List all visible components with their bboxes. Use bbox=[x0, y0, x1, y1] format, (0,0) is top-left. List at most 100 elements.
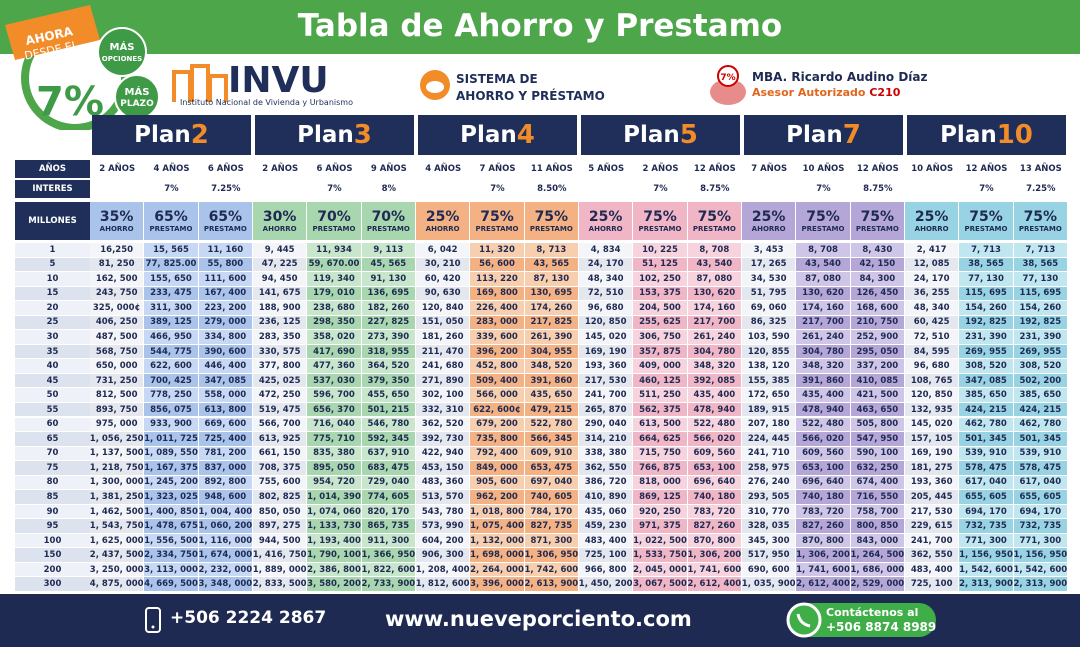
amount: 690, 600 bbox=[742, 562, 797, 578]
amount: 539, 910 bbox=[1013, 446, 1068, 462]
percent-cell: 75% PRESTAMO bbox=[959, 202, 1014, 240]
title-banner bbox=[0, 0, 1080, 54]
amount: 362, 520 bbox=[416, 417, 471, 433]
amount: 1, 543, 750 bbox=[90, 519, 145, 534]
plan-number: 5 bbox=[679, 120, 698, 150]
millions-value: 45 bbox=[15, 373, 90, 389]
whatsapp-number: +506 8874 8989 bbox=[826, 620, 937, 634]
plan-label: Plan bbox=[940, 122, 997, 148]
title: Tabla de Ahorro y Prestamo bbox=[297, 8, 783, 44]
amount: 334, 800 bbox=[198, 330, 253, 345]
years: 4 AÑOS bbox=[416, 160, 471, 178]
percent-cell: 25% AHORRO bbox=[905, 202, 960, 240]
amount: 269, 955 bbox=[1013, 344, 1068, 360]
amount: 740, 180 bbox=[687, 490, 742, 505]
amount: 155, 650 bbox=[144, 272, 199, 287]
amount: 36, 255 bbox=[905, 286, 960, 302]
amount: 966, 800 bbox=[579, 562, 634, 578]
percent: 75% bbox=[697, 208, 732, 225]
kind: AHORRO bbox=[914, 224, 949, 233]
years: 5 AÑOS bbox=[579, 160, 634, 178]
amount: 578, 475 bbox=[1013, 461, 1068, 476]
amount: 664, 625 bbox=[633, 432, 688, 447]
amount: 9, 445 bbox=[253, 243, 308, 258]
amount: 3, 453 bbox=[742, 243, 797, 258]
amount: 77, 825.00 bbox=[144, 257, 199, 273]
amount: 1, 400, 850 bbox=[144, 504, 199, 520]
piggy-icon bbox=[420, 70, 450, 100]
amount: 236, 125 bbox=[253, 315, 308, 331]
amount: 775, 710 bbox=[307, 432, 362, 447]
amount: 345, 300 bbox=[742, 533, 797, 549]
amount: 897, 275 bbox=[253, 519, 308, 534]
percent: 75% bbox=[1023, 208, 1058, 225]
amount: 543, 780 bbox=[416, 504, 471, 520]
amount: 566, 700 bbox=[253, 417, 308, 433]
amount: 1, 011, 725 bbox=[144, 432, 199, 447]
amount: 30, 210 bbox=[416, 257, 471, 273]
amount: 462, 780 bbox=[959, 417, 1014, 433]
amount: 192, 825 bbox=[959, 315, 1014, 331]
percent: 35% bbox=[99, 208, 134, 225]
amount: 421, 500 bbox=[850, 388, 905, 403]
amount: 755, 600 bbox=[253, 475, 308, 491]
amount: 60, 425 bbox=[905, 315, 960, 331]
amount: 3, 396, 000 bbox=[470, 577, 525, 592]
amount: 155, 385 bbox=[742, 373, 797, 389]
footer-phone: +506 2224 2867 bbox=[170, 608, 327, 628]
amount: 632, 250 bbox=[850, 461, 905, 476]
amount: 905, 600 bbox=[470, 475, 525, 491]
amount: 51, 795 bbox=[742, 286, 797, 302]
plan-label: Plan bbox=[623, 122, 680, 148]
amount: 1, 306, 950 bbox=[524, 548, 579, 563]
percent: 75% bbox=[480, 208, 514, 225]
amount: 655, 605 bbox=[1013, 490, 1068, 505]
amount: 15, 565 bbox=[144, 243, 199, 258]
percent: 25% bbox=[425, 208, 460, 225]
amount: 308, 520 bbox=[1013, 359, 1068, 374]
millions-value: 150 bbox=[15, 548, 90, 563]
interest: 8.75% bbox=[850, 180, 905, 198]
amount: 2, 313, 900 bbox=[959, 577, 1014, 592]
amount: 271, 890 bbox=[416, 373, 471, 389]
amount: 174, 260 bbox=[524, 301, 579, 316]
years: 12 AÑOS bbox=[687, 160, 742, 178]
amount: 87, 130 bbox=[524, 272, 579, 287]
amount: 51, 125 bbox=[633, 257, 688, 273]
kind: PRESTAMO bbox=[149, 224, 193, 233]
amount: 1, 533, 750 bbox=[633, 548, 688, 563]
amount: 120, 855 bbox=[742, 344, 797, 360]
amount: 3, 580, 200 bbox=[307, 577, 362, 592]
percent: 65% bbox=[208, 208, 243, 225]
amount: 716, 040 bbox=[307, 417, 362, 433]
kind: PRESTAMO bbox=[312, 224, 356, 233]
amount: 758, 700 bbox=[850, 504, 905, 520]
amount: 390, 600 bbox=[198, 344, 253, 360]
percent: 25% bbox=[914, 208, 949, 225]
amount: 265, 870 bbox=[579, 402, 634, 418]
millions-value: 300 bbox=[15, 577, 90, 592]
amount: 766, 875 bbox=[633, 461, 688, 476]
amount: 377, 800 bbox=[253, 359, 308, 374]
percent-cell: 75% PRESTAMO bbox=[796, 202, 851, 240]
amount: 479, 215 bbox=[524, 402, 579, 418]
amount: 971, 375 bbox=[633, 519, 688, 534]
interest: 8% bbox=[361, 180, 416, 198]
amount: 217, 530 bbox=[905, 504, 960, 520]
amount: 613, 500 bbox=[633, 417, 688, 433]
amount: 735, 800 bbox=[470, 432, 525, 447]
amount: 2, 232, 000 bbox=[198, 562, 253, 578]
amount: 358, 020 bbox=[307, 330, 362, 345]
amount: 2, 612, 400 bbox=[687, 577, 742, 592]
years: 2 AÑOS bbox=[90, 160, 145, 178]
amount: 211, 470 bbox=[416, 344, 471, 360]
amount: 226, 400 bbox=[470, 301, 525, 316]
amount: 24, 170 bbox=[579, 257, 634, 273]
kind: AHORRO bbox=[425, 224, 460, 233]
amount: 455, 650 bbox=[361, 388, 416, 403]
amount: 227, 825 bbox=[361, 315, 416, 331]
amount: 425, 025 bbox=[253, 373, 308, 389]
amount: 4, 834 bbox=[579, 243, 634, 258]
amount: 1, 300, 000 bbox=[90, 475, 145, 491]
amount: 740, 605 bbox=[524, 490, 579, 505]
